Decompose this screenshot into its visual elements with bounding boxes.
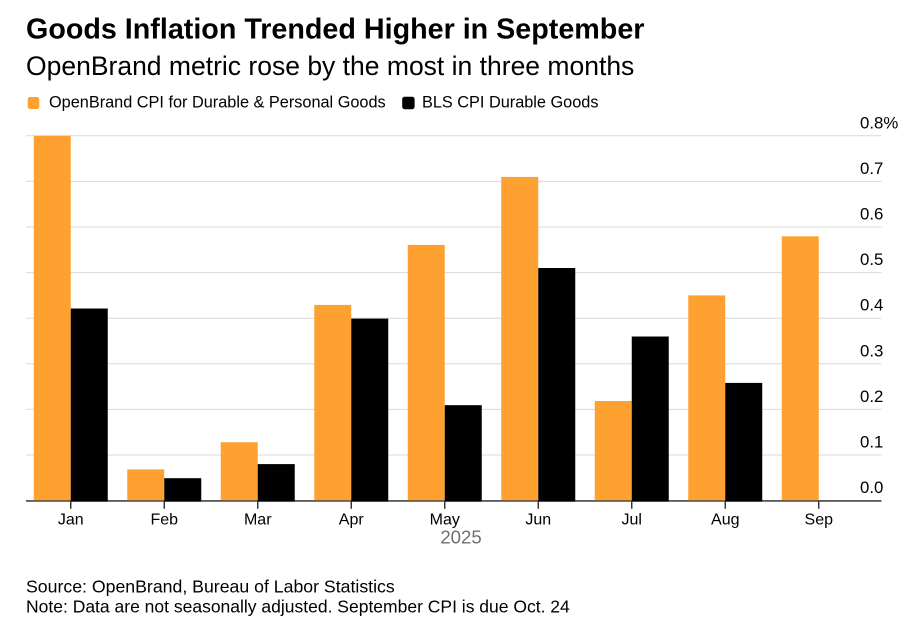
- svg-text:Sep: Sep: [805, 512, 834, 529]
- svg-text:0.3: 0.3: [860, 341, 883, 360]
- svg-text:May: May: [430, 512, 460, 529]
- svg-text:0.7: 0.7: [860, 159, 883, 178]
- svg-text:OpenBrand CPI for Durable & Pe: OpenBrand CPI for Durable & Personal Goo…: [49, 93, 386, 111]
- svg-text:0.8%: 0.8%: [860, 113, 898, 132]
- svg-text:2025: 2025: [440, 527, 481, 548]
- svg-text:Aug: Aug: [711, 512, 739, 529]
- svg-text:Note: Data are not seasonally: Note: Data are not seasonally adjusted. …: [26, 596, 570, 616]
- svg-text:0.2: 0.2: [860, 387, 883, 406]
- svg-text:OpenBrand metric rose by the m: OpenBrand metric rose by the most in thr…: [26, 51, 634, 81]
- svg-text:Apr: Apr: [339, 512, 365, 529]
- svg-text:0.5: 0.5: [860, 250, 883, 269]
- svg-text:Feb: Feb: [150, 512, 178, 529]
- svg-text:Jan: Jan: [58, 512, 84, 529]
- svg-text:Jul: Jul: [622, 512, 642, 529]
- svg-text:Source: OpenBrand, Bureau of L: Source: OpenBrand, Bureau of Labor Stati…: [26, 576, 395, 596]
- svg-text:0.4: 0.4: [860, 296, 883, 315]
- svg-text:0.0: 0.0: [860, 478, 883, 497]
- svg-text:Goods Inflation Trended Higher: Goods Inflation Trended Higher in Septem…: [26, 13, 644, 45]
- svg-text:0.1: 0.1: [860, 433, 883, 452]
- svg-text:BLS CPI Durable Goods: BLS CPI Durable Goods: [422, 93, 598, 111]
- svg-text:Jun: Jun: [525, 512, 551, 529]
- svg-text:0.6: 0.6: [860, 205, 883, 224]
- svg-text:Mar: Mar: [244, 512, 272, 529]
